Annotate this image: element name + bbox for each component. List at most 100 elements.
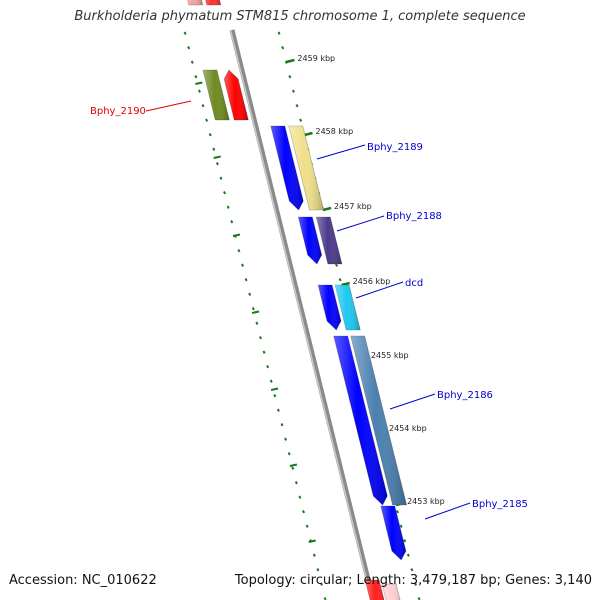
minor-tick <box>284 60 288 64</box>
gene-label[interactable]: Bphy_2188 <box>386 211 442 222</box>
minor-tick <box>269 379 273 383</box>
minor-tick <box>413 582 417 586</box>
minor-tick <box>406 553 410 557</box>
minor-tick <box>399 524 403 528</box>
gene-feature[interactable] <box>317 284 361 331</box>
ruler-label: 2453 kbp <box>407 497 445 506</box>
topology-label: Topology: circular; Length: 3,479,187 bp… <box>234 573 592 588</box>
minor-tick <box>244 278 248 282</box>
minor-tick <box>205 118 209 122</box>
left-tick-track <box>183 31 327 600</box>
major-tick-left <box>270 387 279 391</box>
gene-label-group[interactable]: Bphy_2189 <box>316 142 423 160</box>
minor-tick <box>294 481 298 485</box>
gene-label-group[interactable]: Bphy_2190 <box>90 100 192 117</box>
gene-label[interactable]: Bphy_2189 <box>367 142 423 153</box>
ruler-label: 2459 kbp <box>297 54 335 63</box>
major-tick-left <box>308 539 316 543</box>
major-tick-left <box>213 155 221 159</box>
minor-tick <box>266 365 270 369</box>
gene-block-shading <box>316 217 342 264</box>
minor-tick <box>276 408 280 412</box>
minor-tick <box>237 249 241 253</box>
gene-label-group[interactable]: Bphy_2188 <box>336 211 442 232</box>
label-leader-line <box>389 393 436 410</box>
label-leader-line <box>316 144 366 160</box>
gene-label-group[interactable]: Bphy_2186 <box>389 390 493 410</box>
minor-tick <box>262 350 266 354</box>
gene-arrow-shading <box>298 217 322 264</box>
backbone-highlight <box>229 29 373 600</box>
accession-label: Accession: NC_010622 <box>9 573 157 588</box>
minor-tick <box>338 278 342 282</box>
minor-tick <box>410 568 414 572</box>
gene-feature[interactable] <box>297 216 343 265</box>
minor-tick <box>258 336 262 340</box>
minor-tick <box>197 89 201 93</box>
gene-feature[interactable] <box>270 125 325 211</box>
gene-feature[interactable] <box>333 335 408 506</box>
label-leader-line <box>145 100 192 112</box>
minor-tick <box>251 307 255 311</box>
label-leader-line <box>336 215 385 232</box>
gene-arrow-shading <box>270 126 304 210</box>
gene-label[interactable]: Bphy_2185 <box>472 499 528 510</box>
minor-tick <box>208 133 212 137</box>
minor-tick <box>277 31 281 35</box>
gene-block-shading <box>288 126 324 210</box>
gene-arrow-shading <box>224 70 249 120</box>
minor-tick <box>298 495 302 499</box>
minor-tick <box>335 263 339 267</box>
gene-feature[interactable] <box>380 505 407 561</box>
minor-tick <box>312 553 316 557</box>
minor-tick <box>212 147 216 151</box>
minor-tick <box>273 394 277 398</box>
major-tick-left <box>195 81 203 85</box>
major-tick-left <box>232 233 241 237</box>
minor-tick <box>226 205 230 209</box>
gene-block-shading <box>382 584 401 600</box>
major-tick-right <box>341 281 350 287</box>
gene-label[interactable]: Bphy_2190 <box>90 106 146 117</box>
minor-tick <box>241 263 245 267</box>
gene-block-shading <box>365 580 385 600</box>
minor-tick <box>280 423 284 427</box>
minor-tick <box>201 104 205 108</box>
gene-label[interactable]: dcd <box>405 278 423 289</box>
gene-block-shading <box>350 336 407 505</box>
minor-tick <box>255 321 259 325</box>
minor-tick <box>299 118 303 122</box>
gene-label-group[interactable]: dcd <box>355 278 423 299</box>
ruler-label: 2457 kbp <box>334 202 372 211</box>
minor-tick <box>291 466 295 470</box>
gene-label[interactable]: Bphy_2186 <box>437 390 493 401</box>
minor-tick <box>219 176 223 180</box>
gene-arrow-shading <box>380 506 406 560</box>
gene-label-group[interactable]: Bphy_2185 <box>424 499 528 520</box>
major-tick-right <box>286 58 295 64</box>
gene-block-shading <box>202 70 230 120</box>
gene-features[interactable] <box>185 0 408 600</box>
minor-tick <box>248 292 252 296</box>
minor-tick <box>187 46 191 50</box>
label-leader-line <box>424 502 471 520</box>
ruler-label: 2455 kbp <box>371 351 409 360</box>
minor-tick <box>215 162 219 166</box>
minor-tick <box>291 89 295 93</box>
chromosome-backbone <box>229 29 376 600</box>
map-title: Burkholderia phymatum STM815 chromosome … <box>74 9 526 24</box>
gene-feature[interactable] <box>202 69 249 121</box>
minor-tick <box>302 510 306 514</box>
minor-tick <box>288 75 292 79</box>
backbone-line <box>229 29 376 600</box>
minor-tick <box>295 104 299 108</box>
gene-arrow-shading <box>318 285 341 330</box>
minor-tick <box>281 46 285 50</box>
gene-block-shading <box>187 0 203 5</box>
major-tick-left <box>251 310 260 314</box>
minor-tick <box>316 568 320 572</box>
major-tick-right <box>322 206 332 212</box>
ruler-label: 2454 kbp <box>389 424 427 433</box>
